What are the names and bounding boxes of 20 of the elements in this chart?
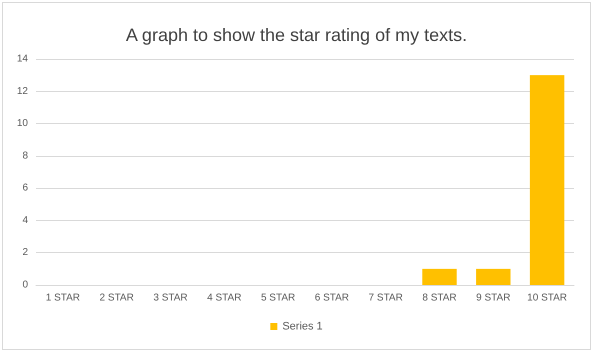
legend-label: Series 1 [282,320,323,332]
chart-title: A graph to show the star rating of my texts. [126,25,468,45]
x-tick-label: 10 STAR [527,292,568,304]
x-tick-label: 2 STAR [100,292,134,304]
x-tick-label: 1 STAR [46,292,80,304]
x-tick-label: 3 STAR [153,292,188,304]
x-tick-label: 6 STAR [314,292,350,304]
x-tick-label: 5 STAR [260,292,296,304]
y-tick-label: 2 [22,247,28,258]
x-tick-label: 8 STAR [422,292,457,304]
y-tick-label: 8 [22,150,28,162]
y-tick-label: 4 [22,214,28,226]
y-tick-label: 10 [16,118,28,130]
y-tick-label: 0 [22,280,28,290]
y-tick-label: 6 [22,182,28,194]
x-tick-label: 4 STAR [207,292,242,304]
x-tick-label: 9 STAR [476,292,510,304]
y-tick-label: 14 [16,54,28,64]
x-tick-label: 7 STAR [368,292,403,304]
y-tick-label: 12 [16,86,28,97]
